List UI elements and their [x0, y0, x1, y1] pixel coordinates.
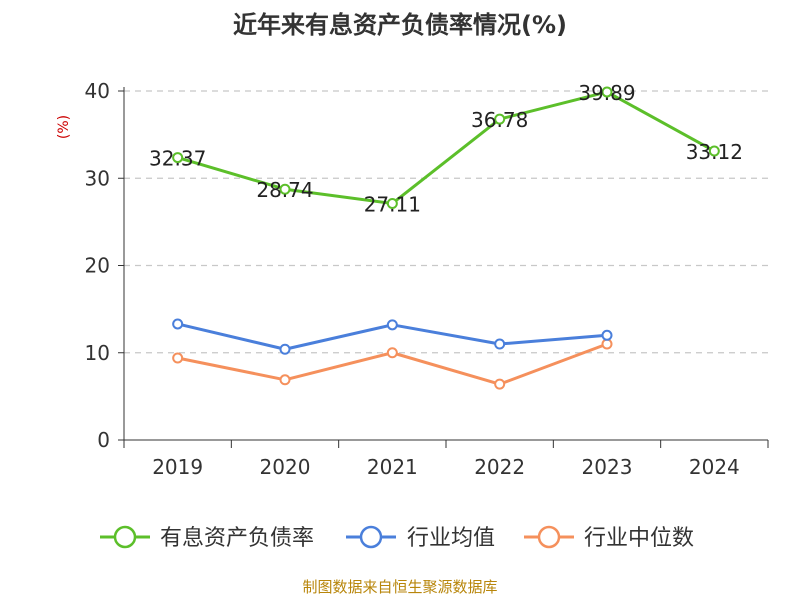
- data-label: 27.11: [364, 192, 421, 216]
- data-point: [494, 378, 506, 390]
- data-point: [386, 319, 398, 331]
- data-point: [601, 338, 613, 350]
- x-tick-label: 2023: [582, 455, 633, 479]
- legend-label: 有息资产负债率: [160, 526, 314, 551]
- data-labels: 32.37 28.74 27.11 36.78 39.89 33.12: [149, 81, 743, 217]
- legend-label: 行业中位数: [584, 526, 694, 551]
- series-line: [177, 90, 716, 205]
- data-point: [601, 329, 613, 341]
- y-tick-label: 30: [85, 166, 110, 190]
- source-note: 制图数据来自恒生聚源数据库: [302, 578, 497, 596]
- data-label: 28.74: [256, 178, 313, 202]
- data-point: [172, 318, 184, 330]
- data-point: [279, 343, 291, 355]
- y-tick-label: 40: [85, 79, 110, 103]
- data-point: [386, 197, 398, 209]
- legend-label: 行业均值: [407, 526, 495, 551]
- x-tick-label: 2024: [689, 455, 740, 479]
- data-label: 32.37: [149, 147, 206, 171]
- y-tick-label: 20: [85, 254, 110, 278]
- y-tick-label: 10: [85, 341, 110, 365]
- legend: 有息资产负债率 行业均值 行业中位数: [100, 525, 694, 551]
- legend-swatch-marker: [537, 525, 561, 549]
- data-label: 33.12: [686, 140, 743, 164]
- data-point: [172, 152, 184, 164]
- grid-lines: [124, 90, 768, 354]
- data-point: [172, 352, 184, 364]
- chart-title: 近年来有息资产负债率情况(%): [233, 11, 567, 39]
- legend-swatch-marker: [359, 525, 383, 549]
- x-tick-label: 2020: [260, 455, 311, 479]
- data-point: [601, 86, 613, 98]
- series-layer: [172, 86, 720, 390]
- legend-swatch-marker: [113, 525, 137, 549]
- data-point: [279, 183, 291, 195]
- y-tick-label: 0: [97, 428, 110, 452]
- data-point: [708, 145, 720, 157]
- y-axis-unit-label: (%): [56, 115, 72, 139]
- data-point: [494, 338, 506, 350]
- data-label: 39.89: [578, 81, 635, 105]
- axes: 0 10 20 30 40 2019 2020 2021 2022 2023 2024: [85, 79, 769, 479]
- x-tick-label: 2021: [367, 455, 418, 479]
- data-point: [279, 374, 291, 386]
- x-tick-label: 2019: [152, 455, 203, 479]
- data-label: 36.78: [471, 108, 528, 132]
- data-point: [386, 347, 398, 359]
- data-point: [494, 113, 506, 125]
- x-tick-label: 2022: [474, 455, 525, 479]
